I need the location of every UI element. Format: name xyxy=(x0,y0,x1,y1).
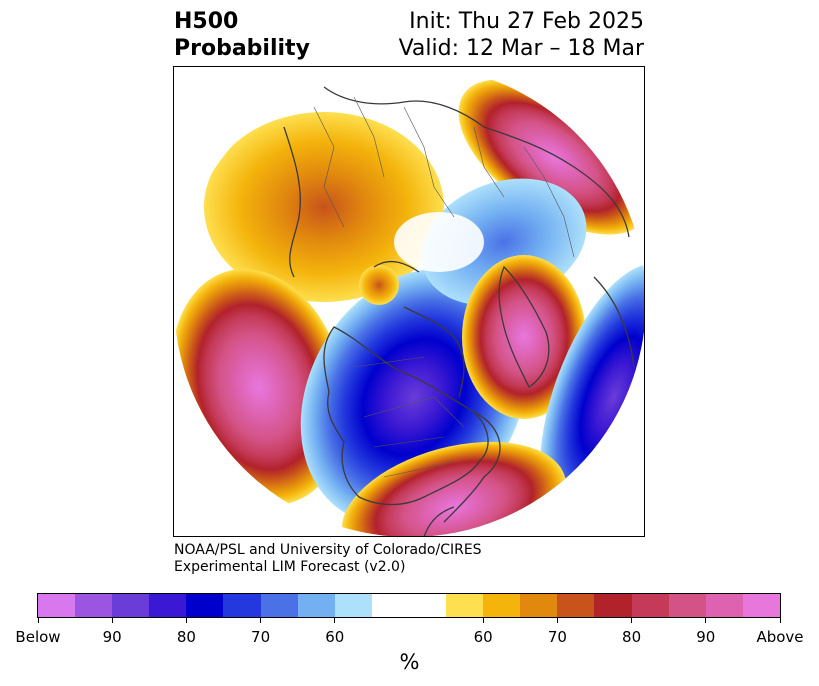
colorbar-tick-label: 70 xyxy=(547,628,567,646)
colorbar-tick-label: 90 xyxy=(696,628,716,646)
colorbar-segment xyxy=(112,594,150,617)
colorbar-segment xyxy=(408,594,447,617)
colorbar-segment xyxy=(520,594,558,617)
colorbar-segment xyxy=(186,594,224,617)
init-date: Init: Thu 27 Feb 2025 xyxy=(409,9,644,34)
colorbar-tick xyxy=(111,618,113,623)
colorbar xyxy=(37,593,781,618)
colorbar-segment xyxy=(483,594,521,617)
colorbar-tick xyxy=(556,618,558,623)
colorbar-segment xyxy=(149,594,187,617)
colorbar-segment xyxy=(223,594,261,617)
colorbar-tick xyxy=(334,618,336,623)
colorbar-unit: % xyxy=(399,650,420,674)
colorbar-segment xyxy=(38,594,76,617)
map-title: H500 Probability xyxy=(174,8,310,62)
coastlines xyxy=(283,86,635,536)
colorbar-tick-label: Below xyxy=(15,628,61,646)
map-frame xyxy=(173,66,645,537)
colorbar-segment xyxy=(705,594,743,617)
country-borders xyxy=(313,96,575,478)
colorbar-tick-label: 80 xyxy=(622,628,642,646)
colorbar-tick xyxy=(482,618,484,623)
colorbar-tick-label: Above xyxy=(756,628,804,646)
colorbar-segment xyxy=(446,594,484,617)
colorbar-segment xyxy=(371,594,409,617)
colorbar-tick-label: 80 xyxy=(176,628,196,646)
colorbar-tick xyxy=(705,618,707,623)
anomaly-siberia-warm xyxy=(458,79,644,235)
forecast-dates: Init: Thu 27 Feb 2025 Valid: 12 Mar – 18… xyxy=(399,8,644,62)
colorbar-ticks xyxy=(0,618,819,626)
colorbar-tick-label: 60 xyxy=(325,628,345,646)
credit-line-2: Experimental LIM Forecast (v2.0) xyxy=(174,559,406,575)
colorbar-tick xyxy=(779,618,781,623)
colorbar-segment xyxy=(260,594,298,617)
colorbar-tick xyxy=(260,618,262,623)
anomaly-greenland-high xyxy=(462,255,586,419)
anomaly-neutral-pole xyxy=(394,212,484,272)
hemisphere-fill xyxy=(174,67,644,536)
colorbar-tick xyxy=(37,618,39,623)
colorbar-tick-label: 90 xyxy=(102,628,122,646)
valid-date: Valid: 12 Mar – 18 Mar xyxy=(398,36,644,61)
colorbar-segment xyxy=(557,594,595,617)
anomaly-small-warm xyxy=(359,265,399,305)
anomaly-europe-warm xyxy=(204,112,444,302)
colorbar-segment xyxy=(334,594,372,617)
colorbar-segment xyxy=(631,594,669,617)
colorbar-segment xyxy=(742,594,780,617)
colorbar-segment xyxy=(668,594,706,617)
colorbar-segment xyxy=(594,594,632,617)
probability-map xyxy=(174,67,644,536)
title-line-2: Probability xyxy=(174,36,310,61)
credit-line-1: NOAA/PSL and University of Colorado/CIRE… xyxy=(174,542,482,558)
colorbar-tick xyxy=(631,618,633,623)
title-line-1: H500 xyxy=(174,9,239,34)
credit-text: NOAA/PSL and University of Colorado/CIRE… xyxy=(174,542,482,576)
colorbar-tick-label: 60 xyxy=(473,628,493,646)
colorbar-tick xyxy=(185,618,187,623)
anomaly-atlantic-low xyxy=(540,263,644,531)
colorbar-segment xyxy=(297,594,335,617)
colorbar-tick-label: 70 xyxy=(251,628,271,646)
colorbar-segment xyxy=(75,594,113,617)
